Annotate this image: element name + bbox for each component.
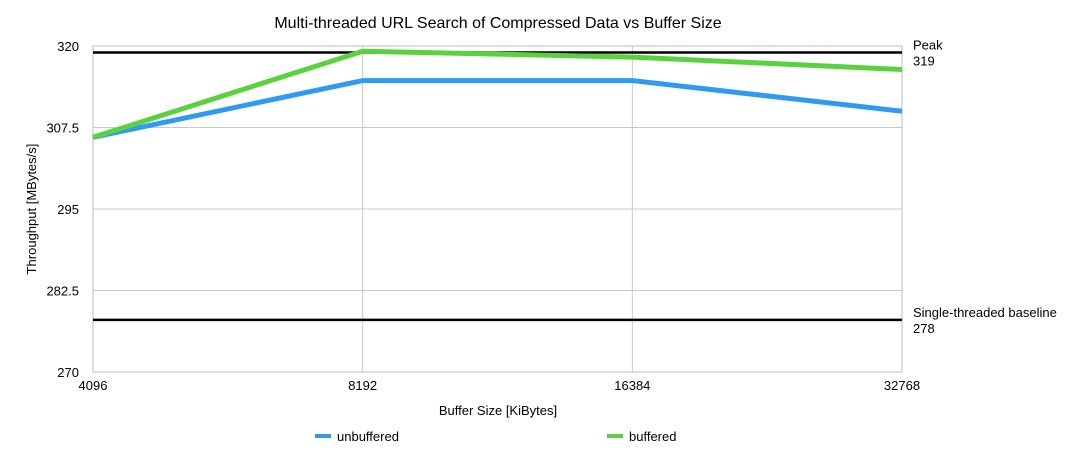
- series-lines: [92, 48, 903, 140]
- y-axis-label: Throughput [MBytes/s]: [24, 144, 39, 275]
- legend-label: buffered: [629, 429, 676, 444]
- series-line-unbuffered: [92, 78, 903, 140]
- x-tick-label: 8192: [348, 378, 377, 393]
- reference-line-value: 319: [913, 54, 935, 69]
- series-line-buffered: [92, 48, 903, 140]
- x-axis-ticks: 4096 8192 16384 32768: [79, 378, 921, 393]
- legend: unbuffered buffered: [315, 429, 676, 444]
- y-tick-label: 282.5: [46, 284, 79, 299]
- x-tick-label: 16384: [614, 378, 650, 393]
- y-axis-ticks: 270 282.5 295 307.5 320: [46, 39, 79, 380]
- x-tick-label: 4096: [79, 378, 108, 393]
- legend-label: unbuffered: [337, 429, 399, 444]
- x-axis-label: Buffer Size [KiBytes]: [439, 403, 557, 418]
- reference-line-name: Peak: [913, 38, 943, 53]
- chart-title: Multi-threaded URL Search of Compressed …: [274, 15, 721, 32]
- plot-frame: [92, 45, 903, 373]
- y-tick-label: 307.5: [46, 121, 79, 136]
- y-tick-label: 320: [57, 39, 79, 54]
- y-tick-label: 270: [57, 365, 79, 380]
- reference-line-value: 278: [913, 321, 935, 336]
- x-tick-label: 32768: [884, 378, 920, 393]
- y-tick-label: 295: [57, 202, 79, 217]
- grid: [92, 45, 903, 373]
- reference-line-name: Single-threaded baseline: [913, 305, 1057, 320]
